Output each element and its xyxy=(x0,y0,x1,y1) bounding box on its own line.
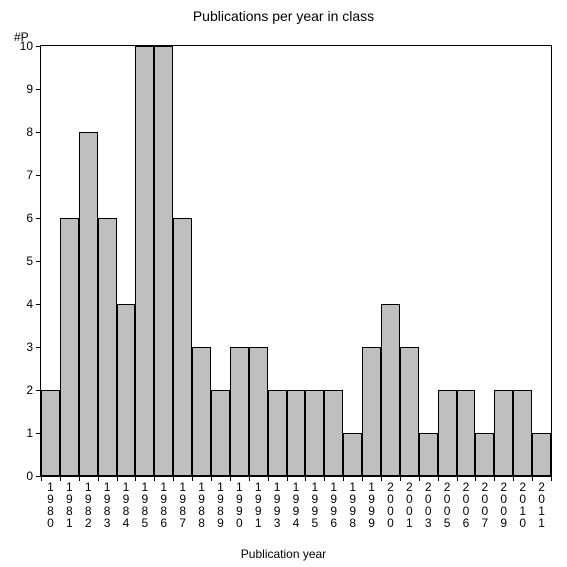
x-tick-label: 2009 xyxy=(498,480,510,528)
x-tick-label: 2005 xyxy=(441,480,453,528)
x-tick-mark xyxy=(475,476,476,481)
x-tick-mark xyxy=(494,476,495,481)
bar xyxy=(287,390,306,476)
bar xyxy=(117,304,136,476)
x-tick-mark xyxy=(400,476,401,481)
bar xyxy=(192,347,211,476)
x-tick-label: 1982 xyxy=(82,480,94,528)
x-tick-mark xyxy=(532,476,533,481)
x-tick-label: 2010 xyxy=(517,480,529,528)
x-tick-label: 2001 xyxy=(403,480,415,528)
bar xyxy=(135,46,154,476)
x-tick-label: 1998 xyxy=(347,480,359,528)
bar xyxy=(305,390,324,476)
x-tick-mark xyxy=(551,476,552,481)
x-tick-label: 2011 xyxy=(536,480,548,528)
y-tick-label: 7 xyxy=(13,168,41,182)
y-tick-label: 0 xyxy=(13,469,41,483)
x-tick-label: 1981 xyxy=(63,480,75,528)
y-tick-label: 3 xyxy=(13,340,41,354)
bar xyxy=(513,390,532,476)
x-tick-mark xyxy=(249,476,250,481)
x-tick-label: 1985 xyxy=(139,480,151,528)
x-tick-mark xyxy=(60,476,61,481)
x-tick-mark xyxy=(211,476,212,481)
x-tick-mark xyxy=(268,476,269,481)
x-tick-label: 1990 xyxy=(233,480,245,528)
x-tick-mark xyxy=(419,476,420,481)
y-tick-label: 6 xyxy=(13,211,41,225)
chart-container: Publications per year in class #P 012345… xyxy=(0,0,567,567)
x-tick-mark xyxy=(287,476,288,481)
bar xyxy=(230,347,249,476)
x-tick-label: 1995 xyxy=(309,480,321,528)
bar xyxy=(268,390,287,476)
bar xyxy=(381,304,400,476)
x-tick-label: 1980 xyxy=(44,480,56,528)
x-tick-label: 1991 xyxy=(252,480,264,528)
x-tick-mark xyxy=(98,476,99,481)
x-tick-mark xyxy=(192,476,193,481)
x-tick-label: 2007 xyxy=(479,480,491,528)
y-tick-label: 8 xyxy=(13,125,41,139)
bar xyxy=(173,218,192,476)
x-tick-mark xyxy=(513,476,514,481)
x-tick-label: 1999 xyxy=(366,480,378,528)
x-tick-mark xyxy=(173,476,174,481)
plot-area: 0123456789101980198119821983198419851986… xyxy=(40,45,552,477)
x-tick-label: 2003 xyxy=(422,480,434,528)
x-tick-mark xyxy=(79,476,80,481)
chart-title: Publications per year in class xyxy=(0,8,567,24)
bar xyxy=(79,132,98,476)
x-tick-mark xyxy=(117,476,118,481)
x-tick-label: 1988 xyxy=(196,480,208,528)
x-axis-label: Publication year xyxy=(0,547,567,561)
y-tick-label: 2 xyxy=(13,383,41,397)
bar xyxy=(249,347,268,476)
y-tick-label: 10 xyxy=(13,39,41,53)
bar xyxy=(438,390,457,476)
x-tick-mark xyxy=(343,476,344,481)
bar xyxy=(211,390,230,476)
x-tick-mark xyxy=(305,476,306,481)
y-tick-label: 5 xyxy=(13,254,41,268)
bar xyxy=(154,46,173,476)
x-tick-label: 1989 xyxy=(214,480,226,528)
x-tick-mark xyxy=(381,476,382,481)
bar xyxy=(475,433,494,476)
y-tick-label: 4 xyxy=(13,297,41,311)
bar xyxy=(494,390,513,476)
x-tick-label: 1994 xyxy=(290,480,302,528)
x-tick-mark xyxy=(438,476,439,481)
bar xyxy=(419,433,438,476)
x-tick-label: 1987 xyxy=(177,480,189,528)
bar xyxy=(98,218,117,476)
x-tick-mark xyxy=(230,476,231,481)
bar xyxy=(457,390,476,476)
x-tick-label: 1986 xyxy=(158,480,170,528)
x-tick-label: 1984 xyxy=(120,480,132,528)
x-tick-label: 1993 xyxy=(271,480,283,528)
y-tick-label: 1 xyxy=(13,426,41,440)
x-tick-label: 1983 xyxy=(101,480,113,528)
x-tick-label: 2000 xyxy=(384,480,396,528)
bar xyxy=(41,390,60,476)
x-tick-label: 2006 xyxy=(460,480,472,528)
bar xyxy=(532,433,551,476)
x-tick-mark xyxy=(41,476,42,481)
x-tick-mark xyxy=(457,476,458,481)
bar xyxy=(60,218,79,476)
x-tick-mark xyxy=(362,476,363,481)
bar xyxy=(324,390,343,476)
bar xyxy=(362,347,381,476)
x-tick-mark xyxy=(135,476,136,481)
bar xyxy=(343,433,362,476)
x-tick-label: 1996 xyxy=(328,480,340,528)
x-tick-mark xyxy=(154,476,155,481)
y-tick-label: 9 xyxy=(13,82,41,96)
bar xyxy=(400,347,419,476)
x-tick-mark xyxy=(324,476,325,481)
